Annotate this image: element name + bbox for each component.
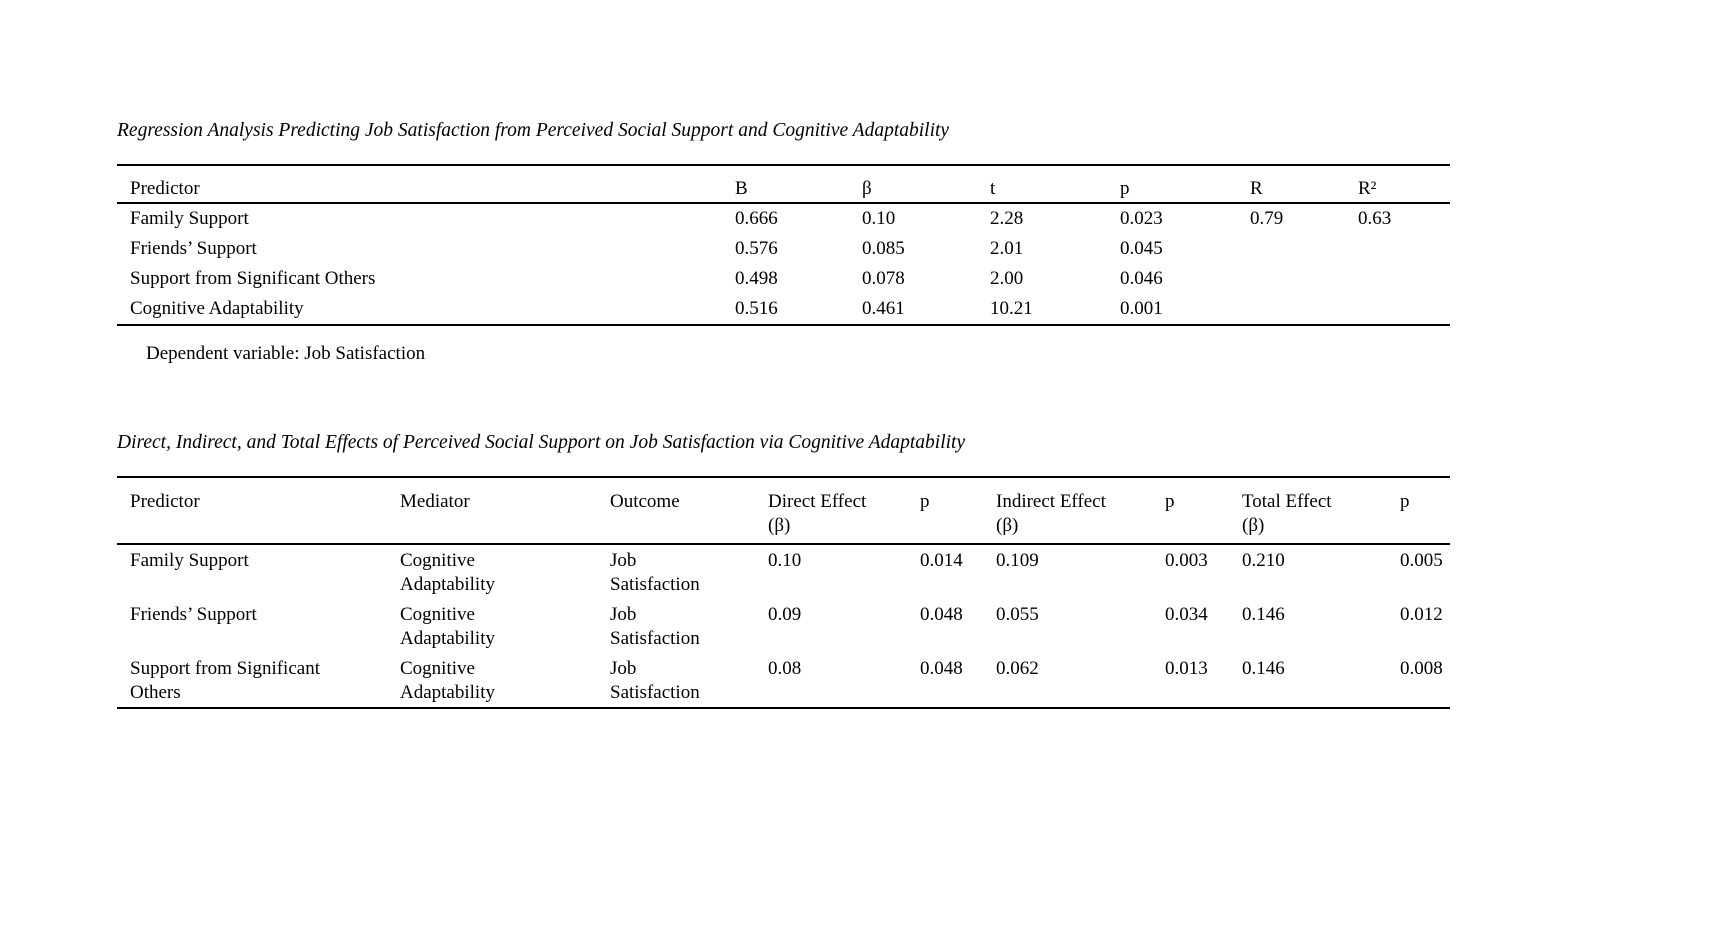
table-cell bbox=[1345, 294, 1450, 325]
table-cell: 0.012 bbox=[1400, 604, 1443, 625]
column-header-p3: p bbox=[1387, 477, 1450, 545]
table-cell bbox=[1345, 234, 1450, 264]
column-header-beta: β bbox=[849, 165, 977, 204]
table-cell: Friends’ Support bbox=[130, 238, 257, 259]
column-header-r2: R² bbox=[1345, 165, 1450, 204]
column-header-mediator: Mediator bbox=[387, 477, 597, 545]
column-header-outcome: Outcome bbox=[597, 477, 755, 545]
table-cell: 10.21 bbox=[990, 298, 1033, 319]
table-cell: 0.008 bbox=[1400, 658, 1443, 679]
column-header-predictor: Predictor bbox=[117, 165, 722, 204]
table-row: Support from Significant Others 0.498 0.… bbox=[117, 264, 1450, 294]
table-cell: 0.046 bbox=[1120, 268, 1163, 289]
column-header-label: Direct Effect bbox=[768, 491, 867, 512]
table-cell: 0.023 bbox=[1120, 208, 1163, 229]
table-cell: Cognitive Adaptability bbox=[400, 658, 495, 703]
table-header-row: Predictor Mediator Outcome Direct Effect… bbox=[117, 477, 1450, 545]
table-cell: 0.109 bbox=[996, 550, 1039, 571]
table-row: Support from Significant Others Cognitiv… bbox=[117, 653, 1450, 708]
dependent-variable-note: Dependent variable: Job Satisfaction bbox=[146, 343, 426, 364]
table-cell: 2.00 bbox=[990, 268, 1024, 289]
column-header-direct-effect: Direct Effect (β) bbox=[755, 477, 907, 545]
table-cell: 0.08 bbox=[768, 658, 802, 679]
column-header-b: B bbox=[722, 165, 849, 204]
table-cell: Job Satisfaction bbox=[610, 658, 700, 703]
table-cell: 2.28 bbox=[990, 208, 1024, 229]
table-header-row: Predictor B β t p R R² bbox=[117, 165, 1450, 204]
column-header-label: Indirect Effect bbox=[996, 491, 1106, 512]
column-header-sub: (β) bbox=[996, 515, 1019, 536]
table-cell: 0.048 bbox=[920, 604, 963, 625]
column-header-label: Predictor bbox=[130, 491, 200, 512]
table-cell: Cognitive Adaptability bbox=[130, 298, 304, 319]
table-cell: Family Support bbox=[130, 208, 249, 229]
table-cell: 0.078 bbox=[862, 268, 905, 289]
table-cell: 0.10 bbox=[862, 208, 896, 229]
table-row: Friends’ Support 0.576 0.085 2.01 0.045 bbox=[117, 234, 1450, 264]
column-header-sub: (β) bbox=[1242, 515, 1265, 536]
table-cell: 0.210 bbox=[1242, 550, 1285, 571]
table-row: Friends’ Support Cognitive Adaptability … bbox=[117, 599, 1450, 653]
column-header-total-effect: Total Effect (β) bbox=[1229, 477, 1387, 545]
column-header-label: Outcome bbox=[610, 491, 680, 512]
table-cell: 0.79 bbox=[1250, 208, 1284, 229]
table-cell: 0.576 bbox=[735, 238, 778, 259]
table-cell: 0.146 bbox=[1242, 604, 1285, 625]
table-cell: 0.048 bbox=[920, 658, 963, 679]
table-cell bbox=[1237, 264, 1345, 294]
table-cell bbox=[1345, 264, 1450, 294]
regression-table-title: Regression Analysis Predicting Job Satis… bbox=[117, 120, 950, 141]
column-header-r: R bbox=[1237, 165, 1345, 204]
column-header-p1: p bbox=[907, 477, 983, 545]
table-cell: Support from Significant Others bbox=[130, 658, 320, 703]
table-cell: 0.013 bbox=[1165, 658, 1208, 679]
table-cell: Job Satisfaction bbox=[610, 604, 700, 649]
table-cell: 0.003 bbox=[1165, 550, 1208, 571]
column-header-p: p bbox=[1107, 165, 1237, 204]
table-cell: 0.63 bbox=[1358, 208, 1392, 229]
table-cell: 0.014 bbox=[920, 550, 963, 571]
table-cell: 0.461 bbox=[862, 298, 905, 319]
column-header-label: p bbox=[920, 491, 930, 512]
regression-table: Predictor B β t p R R² Family Support 0.… bbox=[117, 164, 1450, 326]
document-page: Regression Analysis Predicting Job Satis… bbox=[117, 0, 1450, 709]
table-cell: 0.062 bbox=[996, 658, 1039, 679]
table-cell: Family Support bbox=[130, 550, 249, 571]
table-cell: 0.09 bbox=[768, 604, 802, 625]
column-header-t: t bbox=[977, 165, 1107, 204]
effects-table-title: Direct, Indirect, and Total Effects of P… bbox=[117, 432, 966, 453]
column-header-label: p bbox=[1165, 491, 1175, 512]
table-cell: Cognitive Adaptability bbox=[400, 550, 495, 595]
table-cell: 0.10 bbox=[768, 550, 802, 571]
table-cell: Support from Significant Others bbox=[130, 268, 376, 289]
table-row: Family Support Cognitive Adaptability Jo… bbox=[117, 544, 1450, 599]
table-cell: 0.666 bbox=[735, 208, 778, 229]
table-cell: 0.001 bbox=[1120, 298, 1163, 319]
table-cell: 0.146 bbox=[1242, 658, 1285, 679]
table-cell bbox=[1237, 294, 1345, 325]
column-header-p2: p bbox=[1152, 477, 1229, 545]
table-cell: 0.516 bbox=[735, 298, 778, 319]
column-header-sub: (β) bbox=[768, 515, 791, 536]
table-cell: 0.045 bbox=[1120, 238, 1163, 259]
column-header-label: p bbox=[1400, 491, 1410, 512]
table-row: Family Support 0.666 0.10 2.28 0.023 0.7… bbox=[117, 203, 1450, 234]
effects-table: Predictor Mediator Outcome Direct Effect… bbox=[117, 476, 1450, 709]
table-cell: Job Satisfaction bbox=[610, 550, 700, 595]
table-cell: 0.034 bbox=[1165, 604, 1208, 625]
column-header-label: Total Effect bbox=[1242, 491, 1332, 512]
table-cell: 2.01 bbox=[990, 238, 1024, 259]
table-cell: 0.005 bbox=[1400, 550, 1443, 571]
table-row: Cognitive Adaptability 0.516 0.461 10.21… bbox=[117, 294, 1450, 325]
column-header-indirect-effect: Indirect Effect (β) bbox=[983, 477, 1152, 545]
column-header-label: Mediator bbox=[400, 491, 470, 512]
table-cell: Friends’ Support bbox=[130, 604, 257, 625]
table-cell: 0.085 bbox=[862, 238, 905, 259]
table-cell: 0.498 bbox=[735, 268, 778, 289]
table-cell bbox=[1237, 234, 1345, 264]
table-cell: Cognitive Adaptability bbox=[400, 604, 495, 649]
column-header-predictor: Predictor bbox=[117, 477, 387, 545]
table-cell: 0.055 bbox=[996, 604, 1039, 625]
